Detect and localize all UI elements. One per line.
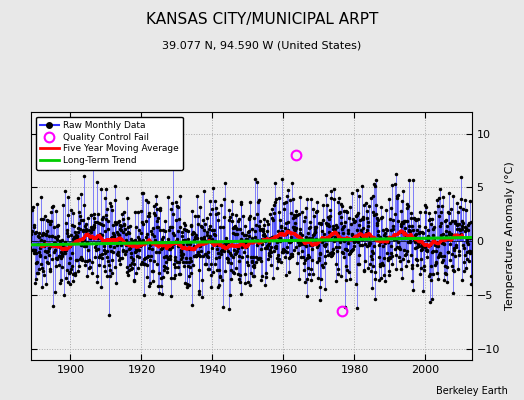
Y-axis label: Temperature Anomaly (°C): Temperature Anomaly (°C): [505, 162, 516, 310]
Text: Berkeley Earth: Berkeley Earth: [436, 386, 508, 396]
Text: 39.077 N, 94.590 W (United States): 39.077 N, 94.590 W (United States): [162, 40, 362, 50]
Legend: Raw Monthly Data, Quality Control Fail, Five Year Moving Average, Long-Term Tren: Raw Monthly Data, Quality Control Fail, …: [36, 116, 183, 170]
Text: KANSAS CITY/MUNICIPAL ARPT: KANSAS CITY/MUNICIPAL ARPT: [146, 12, 378, 27]
